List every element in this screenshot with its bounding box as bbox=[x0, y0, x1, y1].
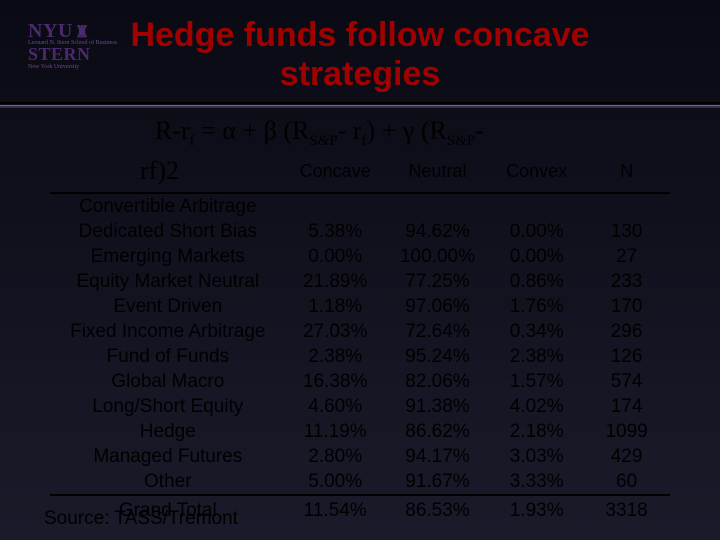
row-convex: 2.38% bbox=[490, 344, 583, 369]
row-name: Fund of Funds bbox=[50, 344, 286, 369]
row-concave: 16.38% bbox=[286, 369, 385, 394]
formula-line1: R-rf = α + β (RS&P- rf) + γ (RS&P- bbox=[155, 116, 720, 150]
row-concave: 27.03% bbox=[286, 319, 385, 344]
row-convex: 3.03% bbox=[490, 444, 583, 469]
total-convex: 1.93% bbox=[490, 495, 583, 524]
row-convex: 0.86% bbox=[490, 269, 583, 294]
row-convex: 4.02% bbox=[490, 394, 583, 419]
header-concave: Concave bbox=[286, 154, 385, 193]
table-row: Dedicated Short Bias5.38%94.62%0.00%130 bbox=[50, 219, 670, 244]
header-convex: Convex bbox=[490, 154, 583, 193]
row-name: Global Macro bbox=[50, 369, 286, 394]
table-row: Emerging Markets0.00%100.00%0.00%27 bbox=[50, 244, 670, 269]
row-convex: 1.57% bbox=[490, 369, 583, 394]
row-n: 429 bbox=[583, 444, 670, 469]
header-n: N bbox=[583, 154, 670, 193]
table-row: Fund of Funds2.38%95.24%2.38%126 bbox=[50, 344, 670, 369]
row-convex: 0.00% bbox=[490, 244, 583, 269]
row-name: Equity Market Neutral bbox=[50, 269, 286, 294]
row-n: 27 bbox=[583, 244, 670, 269]
row-concave: 0.00% bbox=[286, 244, 385, 269]
row-n: 170 bbox=[583, 294, 670, 319]
row-convex: 3.33% bbox=[490, 469, 583, 495]
header-neutral: Neutral bbox=[385, 154, 490, 193]
row-neutral: 100.00% bbox=[385, 244, 490, 269]
table-row: Other5.00%91.67%3.33%60 bbox=[50, 469, 670, 495]
row-n: 174 bbox=[583, 394, 670, 419]
row-n: 60 bbox=[583, 469, 670, 495]
row-name: Convertible Arbitrage bbox=[50, 193, 286, 219]
formula-line2: rf)2 bbox=[50, 154, 286, 193]
table-row: Event Driven1.18%97.06%1.76%170 bbox=[50, 294, 670, 319]
row-concave: 1.18% bbox=[286, 294, 385, 319]
row-name: Hedge bbox=[50, 419, 286, 444]
row-neutral: 77.25% bbox=[385, 269, 490, 294]
row-concave: 2.38% bbox=[286, 344, 385, 369]
row-name: Event Driven bbox=[50, 294, 286, 319]
row-concave: 5.38% bbox=[286, 219, 385, 244]
table-row: Long/Short Equity4.60%91.38%4.02%174 bbox=[50, 394, 670, 419]
nyu-stern-logo: NYU♜ Leonard N. Stern School of Business… bbox=[28, 22, 117, 70]
row-convex: 1.76% bbox=[490, 294, 583, 319]
logo-stern: STERN bbox=[28, 44, 91, 64]
row-name: Dedicated Short Bias bbox=[50, 219, 286, 244]
row-n: 296 bbox=[583, 319, 670, 344]
row-name: Other bbox=[50, 469, 286, 495]
row-convex: 2.18% bbox=[490, 419, 583, 444]
torch-icon: ♜ bbox=[75, 26, 89, 40]
row-concave: 5.00% bbox=[286, 469, 385, 495]
table-row: Managed Futures2.80%94.17%3.03%429 bbox=[50, 444, 670, 469]
row-concave: 2.80% bbox=[286, 444, 385, 469]
table-body: Convertible ArbitrageDedicated Short Bia… bbox=[50, 193, 670, 524]
total-n: 3318 bbox=[583, 495, 670, 524]
row-neutral: 94.17% bbox=[385, 444, 490, 469]
table-row: Hedge11.19%86.62%2.18%1099 bbox=[50, 419, 670, 444]
row-concave: 21.89% bbox=[286, 269, 385, 294]
table-row: Fixed Income Arbitrage27.03%72.64%0.34%2… bbox=[50, 319, 670, 344]
row-n: 1099 bbox=[583, 419, 670, 444]
row-name: Managed Futures bbox=[50, 444, 286, 469]
row-concave: 4.60% bbox=[286, 394, 385, 419]
row-neutral: 97.06% bbox=[385, 294, 490, 319]
table-row: Convertible Arbitrage bbox=[50, 193, 670, 219]
row-n: 574 bbox=[583, 369, 670, 394]
row-n bbox=[583, 193, 670, 219]
row-neutral: 82.06% bbox=[385, 369, 490, 394]
row-name: Long/Short Equity bbox=[50, 394, 286, 419]
row-convex: 0.34% bbox=[490, 319, 583, 344]
row-n: 233 bbox=[583, 269, 670, 294]
row-n: 130 bbox=[583, 219, 670, 244]
title-underline bbox=[0, 102, 720, 106]
row-name: Fixed Income Arbitrage bbox=[50, 319, 286, 344]
row-neutral: 91.38% bbox=[385, 394, 490, 419]
row-neutral bbox=[385, 193, 490, 219]
row-neutral: 91.67% bbox=[385, 469, 490, 495]
row-name: Emerging Markets bbox=[50, 244, 286, 269]
table-row: Equity Market Neutral21.89%77.25%0.86%23… bbox=[50, 269, 670, 294]
row-neutral: 95.24% bbox=[385, 344, 490, 369]
table-row: Global Macro16.38%82.06%1.57%574 bbox=[50, 369, 670, 394]
row-convex bbox=[490, 193, 583, 219]
logo-nyu: NYU bbox=[28, 20, 73, 42]
table-header-row: rf)2 Concave Neutral Convex N bbox=[50, 154, 670, 193]
row-neutral: 94.62% bbox=[385, 219, 490, 244]
row-concave: 11.19% bbox=[286, 419, 385, 444]
row-n: 126 bbox=[583, 344, 670, 369]
row-neutral: 86.62% bbox=[385, 419, 490, 444]
source-text: Source: TASS/Tremont bbox=[44, 508, 238, 530]
row-neutral: 72.64% bbox=[385, 319, 490, 344]
total-concave: 11.54% bbox=[286, 495, 385, 524]
row-concave bbox=[286, 193, 385, 219]
total-neutral: 86.53% bbox=[385, 495, 490, 524]
logo-sub2: New York University bbox=[28, 64, 117, 70]
data-table-wrap: rf)2 Concave Neutral Convex N Convertibl… bbox=[50, 154, 670, 524]
data-table: rf)2 Concave Neutral Convex N Convertibl… bbox=[50, 154, 670, 524]
row-convex: 0.00% bbox=[490, 219, 583, 244]
